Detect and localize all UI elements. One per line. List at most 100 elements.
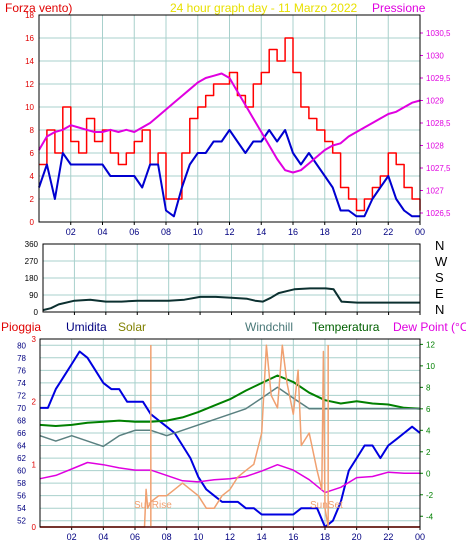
x-tick-label: 08 bbox=[162, 532, 172, 542]
y-left-tick-label: 0 bbox=[34, 308, 39, 317]
x-tick-label: 04 bbox=[98, 532, 108, 542]
y-left-tick-label: 56 bbox=[17, 492, 26, 501]
plot-frame bbox=[38, 14, 421, 223]
y-left-tick-label: 62 bbox=[17, 454, 26, 463]
plot-frame bbox=[39, 338, 421, 528]
x-tick-label: 18 bbox=[320, 532, 330, 542]
y-left-tick-label: 66 bbox=[17, 429, 26, 438]
sunset-annotation: SunSet bbox=[310, 500, 343, 511]
pressure-axis-label: Pressione bbox=[372, 1, 426, 15]
direction-label-w: W bbox=[435, 254, 448, 269]
y-left-tick-label: 4 bbox=[30, 172, 35, 181]
x-tick-label: 02 bbox=[66, 227, 76, 237]
y-left-tick-label: 60 bbox=[17, 467, 26, 476]
y-left-tick-label: 0 bbox=[30, 218, 35, 227]
y-right-tick-label: 1028 bbox=[426, 142, 444, 151]
y-right-tick-label: 1027 bbox=[426, 187, 444, 196]
y-left-tick-label: 10 bbox=[25, 103, 34, 112]
y-left-tick-label: 14 bbox=[25, 57, 34, 66]
y-left-tick-label: 64 bbox=[17, 442, 26, 451]
wind-pressure-panel: 02 04 06 08 10 12 14 16 18 20 22 000246810121416181… bbox=[25, 11, 451, 237]
x-tick-label: 16 bbox=[288, 532, 298, 542]
y-rain-tick-label: 0 bbox=[32, 523, 37, 532]
y-right-tick-label: 2 bbox=[426, 448, 431, 457]
dewpoint-line bbox=[39, 461, 420, 494]
y-right-tick-label: 1030,5 bbox=[426, 29, 451, 38]
y-right-tick-label: 12 bbox=[426, 340, 435, 349]
y-right-tick-label: 0 bbox=[426, 469, 431, 478]
y-right-tick-label: 1027,5 bbox=[426, 164, 451, 173]
x-tick-label: 06 bbox=[129, 227, 139, 237]
wind-dir-line bbox=[42, 287, 420, 312]
y-left-tick-label: 70 bbox=[17, 404, 26, 413]
x-tick-label: 04 bbox=[97, 227, 107, 237]
wind-direction-panel: 0 90 180 270 360 bbox=[25, 240, 421, 317]
wind-speed-axis-label: Forza vento) bbox=[5, 1, 73, 15]
x-tick-label: 14 bbox=[257, 532, 267, 542]
wind-speed-line bbox=[39, 37, 421, 212]
y-right-tick-label: 1026,5 bbox=[426, 209, 451, 218]
y-left-tick-label: 52 bbox=[17, 517, 26, 526]
y-right-tick-label: 1029 bbox=[426, 97, 444, 106]
x-tick-label: 06 bbox=[130, 532, 140, 542]
humidity-axis-label: Umidita bbox=[66, 320, 107, 334]
y-left-tick-label: 360 bbox=[25, 240, 39, 249]
x-tick-label: 10 bbox=[193, 227, 203, 237]
x-tick-label: 12 bbox=[225, 532, 235, 542]
x-tick-label: 00 bbox=[415, 227, 425, 237]
y-left-tick-label: 8 bbox=[30, 126, 35, 135]
y-left-tick-label: 76 bbox=[17, 366, 26, 375]
y-right-tick-label: 8 bbox=[426, 383, 431, 392]
solar-legend-label: Solar bbox=[118, 320, 147, 334]
y-right-tick-label: 6 bbox=[426, 405, 431, 414]
humidity-line bbox=[40, 350, 421, 528]
direction-label-n-bottom: N bbox=[435, 302, 445, 317]
x-tick-label: 20 bbox=[351, 227, 361, 237]
y-right-tick-label: 1030 bbox=[426, 52, 444, 61]
x-tick-label: 20 bbox=[352, 532, 362, 542]
solar-line bbox=[40, 344, 420, 528]
x-tick-label: 00 bbox=[415, 532, 425, 542]
y-left-tick-label: 16 bbox=[25, 34, 34, 43]
direction-label-e: E bbox=[435, 286, 444, 301]
y-left-tick-label: 54 bbox=[17, 504, 26, 513]
y-right-tick-label: 4 bbox=[426, 426, 431, 435]
x-tick-label: 22 bbox=[383, 532, 393, 542]
x-tick-label: 10 bbox=[193, 532, 203, 542]
y-left-tick-label: 58 bbox=[17, 479, 26, 488]
y-left-tick-label: 180 bbox=[25, 274, 39, 283]
y-right-tick-label: 10 bbox=[426, 362, 435, 371]
pressure-line bbox=[38, 72, 421, 174]
y-left-tick-label: 72 bbox=[17, 391, 26, 400]
direction-label-n-top: N bbox=[435, 238, 445, 253]
dewpoint-axis-label: Dew Point (°C) bbox=[393, 320, 466, 334]
y-right-tick-label: 1028,5 bbox=[426, 119, 451, 128]
temperature-line bbox=[39, 374, 421, 427]
y-left-tick-label: 6 bbox=[30, 149, 35, 158]
y-left-tick-label: 90 bbox=[29, 291, 38, 300]
y-left-tick-label: 74 bbox=[17, 379, 26, 388]
y-left-tick-label: 12 bbox=[25, 80, 34, 89]
windchill-legend-label: Windchill bbox=[245, 320, 294, 334]
temperature-legend-label: Temperatura bbox=[312, 320, 380, 334]
x-tick-label: 18 bbox=[320, 227, 330, 237]
y-rain-tick-label: 1 bbox=[32, 460, 37, 469]
x-tick-label: 02 bbox=[67, 532, 77, 542]
y-left-tick-label: 80 bbox=[17, 341, 26, 350]
plot-frame bbox=[42, 243, 421, 313]
x-tick-label: 08 bbox=[161, 227, 171, 237]
rain-axis-label: Pioggia bbox=[1, 320, 42, 334]
y-left-tick-label: 18 bbox=[25, 11, 34, 20]
y-right-tick-label: -4 bbox=[426, 512, 434, 521]
humidity-temperature-panel: 02 04 06 08 10 12 14 16 18 20 22 005254565860626466… bbox=[17, 335, 435, 542]
y-left-tick-label: 78 bbox=[17, 354, 26, 363]
x-tick-label: 22 bbox=[383, 227, 393, 237]
y-left-tick-label: 2 bbox=[30, 195, 35, 204]
y-rain-tick-label: 3 bbox=[32, 335, 37, 344]
x-tick-label: 14 bbox=[256, 227, 266, 237]
windchill-line bbox=[39, 386, 420, 448]
wind-avg-line bbox=[38, 129, 420, 218]
chart-title: 24 hour graph day - 11 Marzo 2022 bbox=[170, 1, 358, 15]
y-left-tick-label: 270 bbox=[25, 257, 39, 266]
